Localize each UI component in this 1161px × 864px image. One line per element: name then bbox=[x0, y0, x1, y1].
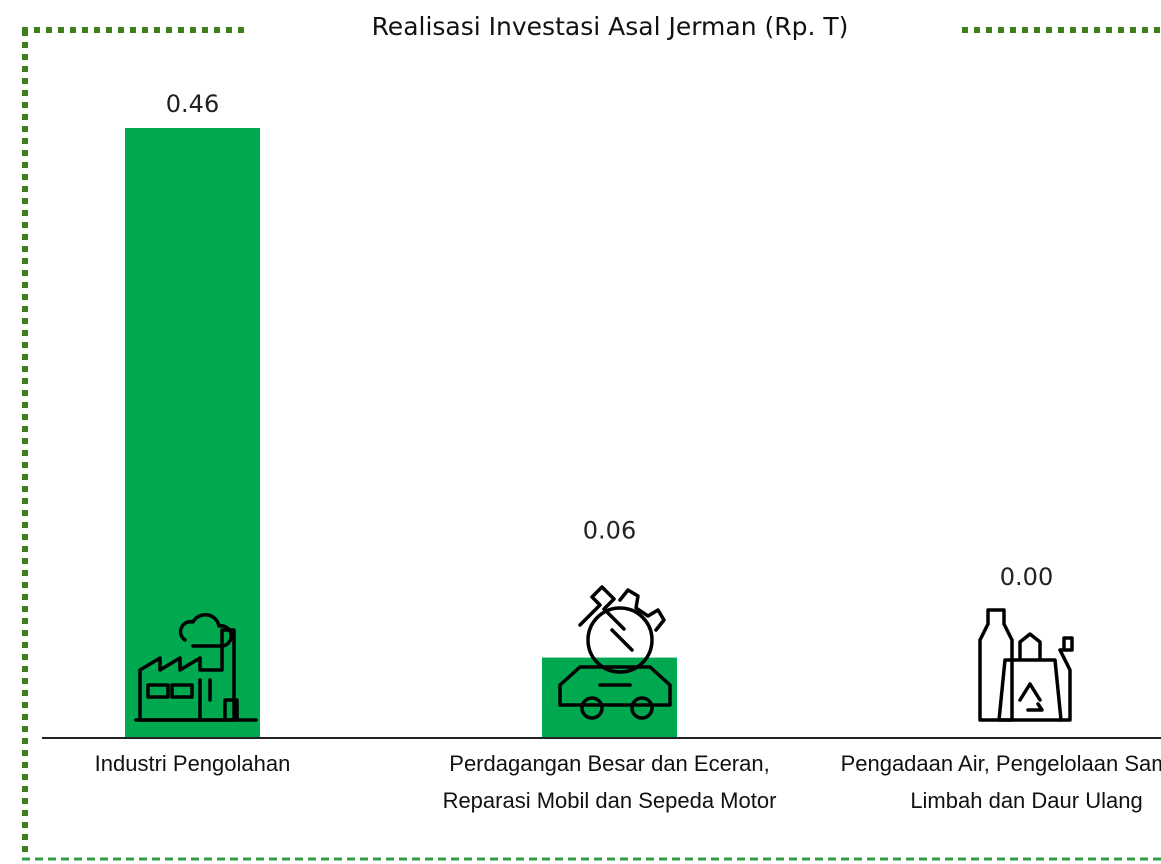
bar bbox=[125, 128, 260, 737]
value-label: 0.00 bbox=[1000, 563, 1053, 591]
recycling-icon bbox=[978, 608, 1074, 722]
chart-title: Realisasi Investasi Asal Jerman (Rp. T) bbox=[372, 12, 849, 41]
category-label: Perdagangan Besar dan Eceran, Reparasi M… bbox=[442, 751, 777, 813]
category-label: Industri Pengolahan bbox=[94, 751, 291, 776]
bars bbox=[125, 128, 677, 737]
value-label: 0.06 bbox=[583, 517, 636, 545]
car-gear-icon bbox=[558, 585, 672, 720]
value-label: 0.46 bbox=[166, 90, 219, 118]
factory-icon bbox=[134, 613, 258, 722]
category-label: Pengadaan Air, Pengelolaan Sampah, Limba… bbox=[840, 751, 1161, 813]
